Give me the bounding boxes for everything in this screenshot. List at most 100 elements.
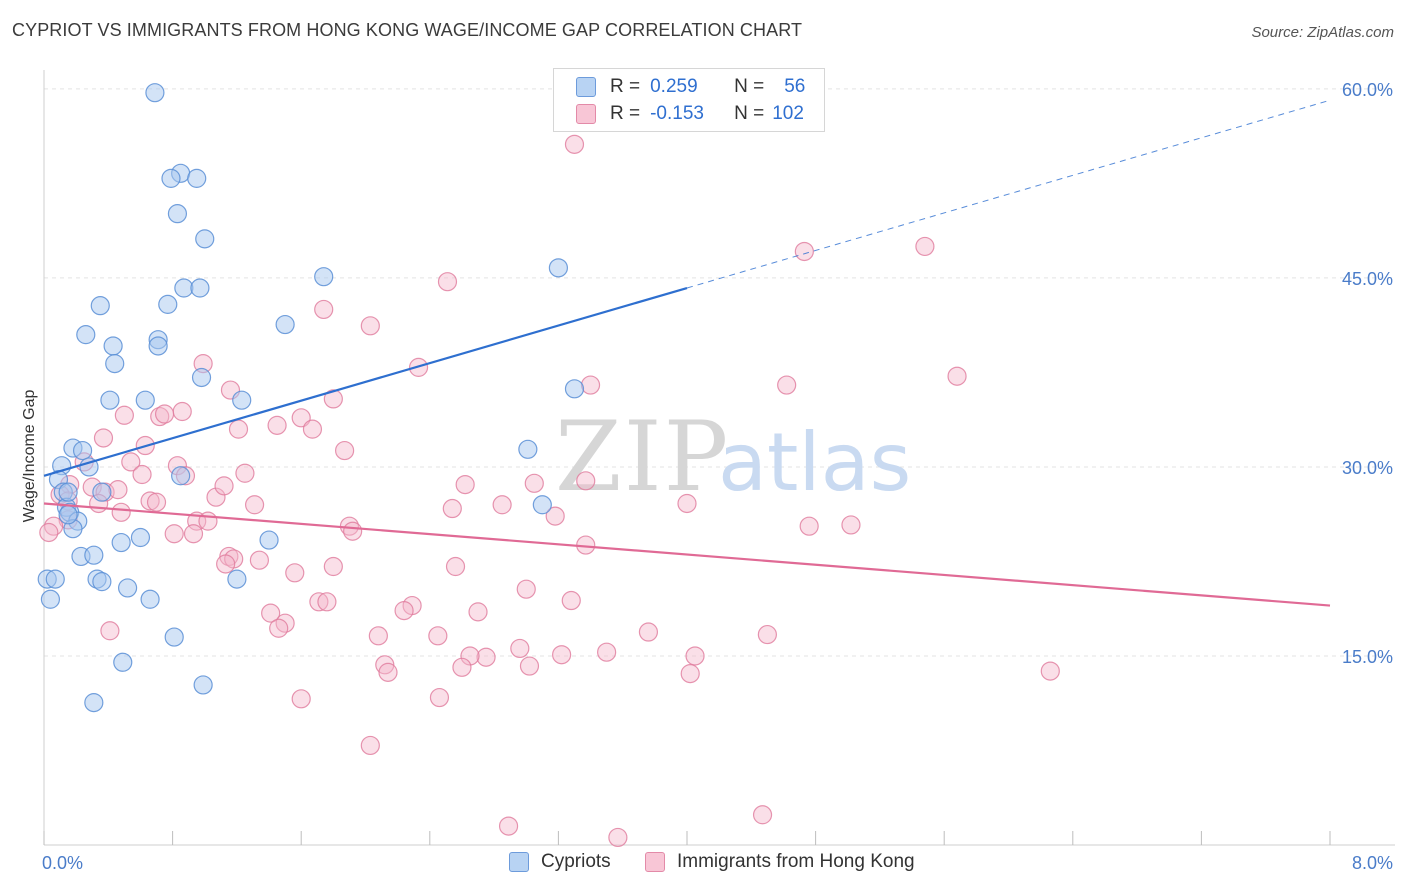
data-point-cypriots [532, 495, 552, 515]
data-point-cypriots [92, 482, 112, 502]
y-axis-label: Wage/Income Gap [21, 390, 38, 523]
data-point-cypriots [187, 168, 207, 188]
data-point-hong-kong [580, 375, 601, 395]
chart-title: CYPRIOT VS IMMIGRANTS FROM HONG KONG WAG… [12, 20, 803, 40]
data-point-hong-kong [214, 476, 234, 496]
data-point-cypriots [90, 296, 110, 316]
data-point-cypriots [76, 325, 96, 345]
data-point-hong-kong [360, 316, 380, 336]
data-point-hong-kong [1040, 661, 1060, 681]
data-point-cypriots [564, 379, 585, 399]
data-point-cypriots [113, 652, 133, 672]
data-point-hong-kong [100, 621, 120, 641]
data-point-hong-kong [757, 624, 777, 645]
data-point-cypriots [140, 589, 160, 609]
data-point-cypriots [40, 589, 61, 609]
data-point-hong-kong [244, 495, 265, 515]
data-point-hong-kong [915, 236, 935, 257]
data-point-cypriots [84, 545, 104, 565]
data-point-hong-kong [597, 642, 617, 662]
data-point-hong-kong [680, 664, 700, 684]
data-point-hong-kong [291, 408, 311, 428]
data-point-hong-kong [561, 590, 581, 611]
data-point-hong-kong [317, 592, 337, 612]
data-point-hong-kong [429, 687, 450, 708]
bottom-legend-swatch-pink [645, 852, 665, 872]
data-point-hong-kong [335, 440, 355, 461]
data-point-hong-kong [302, 419, 323, 439]
data-point-hong-kong [777, 375, 797, 395]
data-point-hong-kong [685, 646, 705, 666]
y-tick-label: 45.0% [1342, 269, 1393, 289]
data-point-cypriots [161, 168, 181, 188]
legend-r-value: -0.153 [650, 103, 704, 124]
data-point-hong-kong [552, 645, 572, 665]
bottom-legend-swatch-blue [509, 852, 529, 872]
data-point-hong-kong [752, 805, 773, 825]
data-point-cypriots [167, 204, 188, 224]
data-point-hong-kong [198, 511, 218, 531]
data-point-hong-kong [206, 487, 226, 507]
data-point-hong-kong [442, 498, 462, 519]
legend-r-label: R = [610, 76, 641, 97]
data-point-cypriots [148, 336, 168, 356]
data-point-hong-kong [460, 646, 480, 666]
data-point-hong-kong [216, 554, 236, 574]
data-point-hong-kong [140, 491, 160, 511]
legend-r-value: 0.259 [650, 76, 698, 97]
data-point-hong-kong [228, 419, 249, 439]
legend-swatch-pink [576, 104, 596, 124]
data-point-hong-kong [146, 492, 167, 512]
data-point-cypriots [193, 675, 213, 695]
data-point-cypriots [135, 390, 155, 410]
legend-swatch-blue [576, 77, 596, 97]
data-point-cypriots [275, 314, 295, 335]
data-point-cypriots [84, 693, 104, 713]
data-point-hong-kong [378, 662, 398, 682]
trend-line-cypriots-extension [686, 99, 1331, 289]
data-point-cypriots [58, 482, 78, 502]
bottom-legend-label-hong-kong: Immigrants from Hong Kong [677, 851, 915, 872]
data-point-hong-kong [564, 134, 585, 154]
y-tick-label: 60.0% [1342, 80, 1393, 100]
data-point-hong-kong [677, 493, 697, 514]
data-point-hong-kong [154, 404, 175, 424]
data-point-hong-kong [452, 657, 472, 677]
data-point-hong-kong [314, 299, 334, 320]
data-point-cypriots [191, 367, 212, 388]
data-point-hong-kong [291, 689, 311, 709]
trend-line-hong-kong [43, 502, 1331, 607]
data-point-cypriots [72, 440, 93, 461]
data-point-cypriots [103, 336, 123, 356]
data-point-hong-kong [394, 601, 414, 621]
data-point-hong-kong [183, 524, 204, 544]
stats-legend: R = 0.259 N = 56 R = -0.153 N = 102 [553, 68, 825, 132]
data-point-cypriots [227, 569, 247, 589]
data-point-hong-kong [249, 550, 270, 570]
y-tick-labels: 15.0% 30.0% 45.0% 60.0% [1342, 80, 1393, 667]
data-point-hong-kong [492, 495, 512, 515]
trend-line-cypriots [43, 286, 688, 477]
legend-row-hong-kong: R = -0.153 N = 102 [576, 101, 804, 127]
x-tick-label: 0.0% [42, 853, 83, 873]
x-tick-labels: 0.0% 8.0% [42, 853, 1393, 873]
data-point-cypriots [45, 569, 65, 589]
data-point-hong-kong [841, 515, 861, 535]
legend-r-label: R = [610, 103, 641, 124]
data-point-hong-kong [368, 626, 388, 646]
data-point-hong-kong [510, 638, 530, 659]
data-point-hong-kong [799, 516, 819, 536]
data-point-hong-kong [360, 735, 380, 756]
data-point-hong-kong [267, 415, 287, 435]
data-point-hong-kong [498, 816, 519, 836]
data-point-cypriots [105, 354, 125, 374]
data-point-hong-kong [39, 522, 59, 543]
data-point-hong-kong [164, 524, 184, 544]
data-point-hong-kong [121, 452, 141, 472]
data-point-hong-kong [343, 521, 363, 541]
legend-n-value: 102 [772, 103, 804, 124]
data-point-hong-kong [794, 241, 814, 262]
data-point-cypriots [548, 258, 569, 278]
data-point-hong-kong [111, 502, 131, 522]
data-point-cypriots [145, 83, 165, 103]
